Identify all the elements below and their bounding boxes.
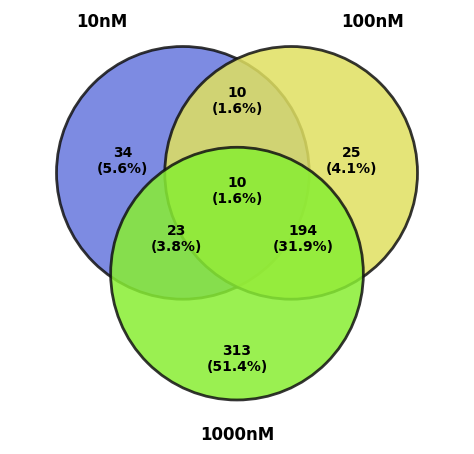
Text: 313
(51.4%): 313 (51.4%): [206, 344, 268, 375]
Text: 23
(3.8%): 23 (3.8%): [151, 224, 202, 254]
Text: 1000nM: 1000nM: [200, 425, 274, 444]
Circle shape: [165, 46, 418, 299]
Text: 10
(1.6%): 10 (1.6%): [211, 176, 263, 206]
Text: 10nM: 10nM: [76, 14, 127, 31]
Text: 194
(31.9%): 194 (31.9%): [273, 224, 334, 254]
Circle shape: [56, 46, 309, 299]
Text: 34
(5.6%): 34 (5.6%): [97, 146, 148, 176]
Text: 25
(4.1%): 25 (4.1%): [326, 146, 377, 176]
Circle shape: [110, 147, 364, 400]
Text: 100nM: 100nM: [341, 14, 404, 31]
Text: 10
(1.6%): 10 (1.6%): [211, 85, 263, 116]
